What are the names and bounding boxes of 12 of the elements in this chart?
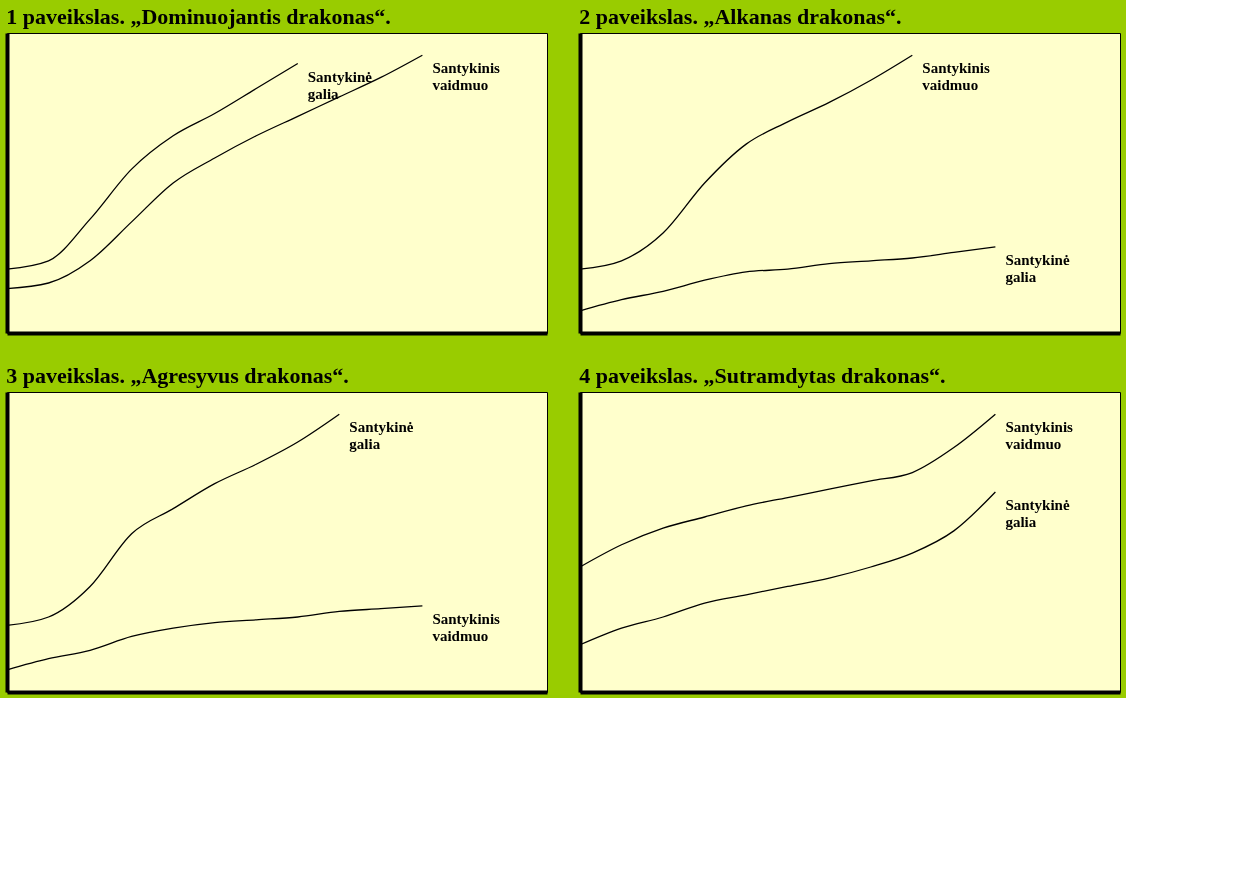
series-label: Santykinė galia — [307, 68, 373, 102]
series-label: Santykinis vaidmuo — [1005, 419, 1074, 453]
series-label: Santykinis vaidmuo — [432, 610, 501, 644]
chart-title: 1 paveikslas. „Dominuojantis drakonas“. — [6, 4, 391, 29]
series-label: Santykinis vaidmuo — [922, 60, 991, 94]
chart-title: 4 paveikslas. „Sutramdytas drakonas“. — [579, 363, 946, 388]
series-label: Santykinė galia — [349, 419, 414, 453]
chart-title: 2 paveikslas. „Alkanas drakonas“. — [579, 4, 902, 29]
series-label: Santykinis vaidmuo — [432, 60, 501, 94]
series-label: Santykinė galia — [1005, 251, 1070, 285]
chart-title: 3 paveikslas. „Agresyvus drakonas“. — [6, 363, 349, 388]
series-label: Santykinė galia — [1005, 497, 1070, 530]
